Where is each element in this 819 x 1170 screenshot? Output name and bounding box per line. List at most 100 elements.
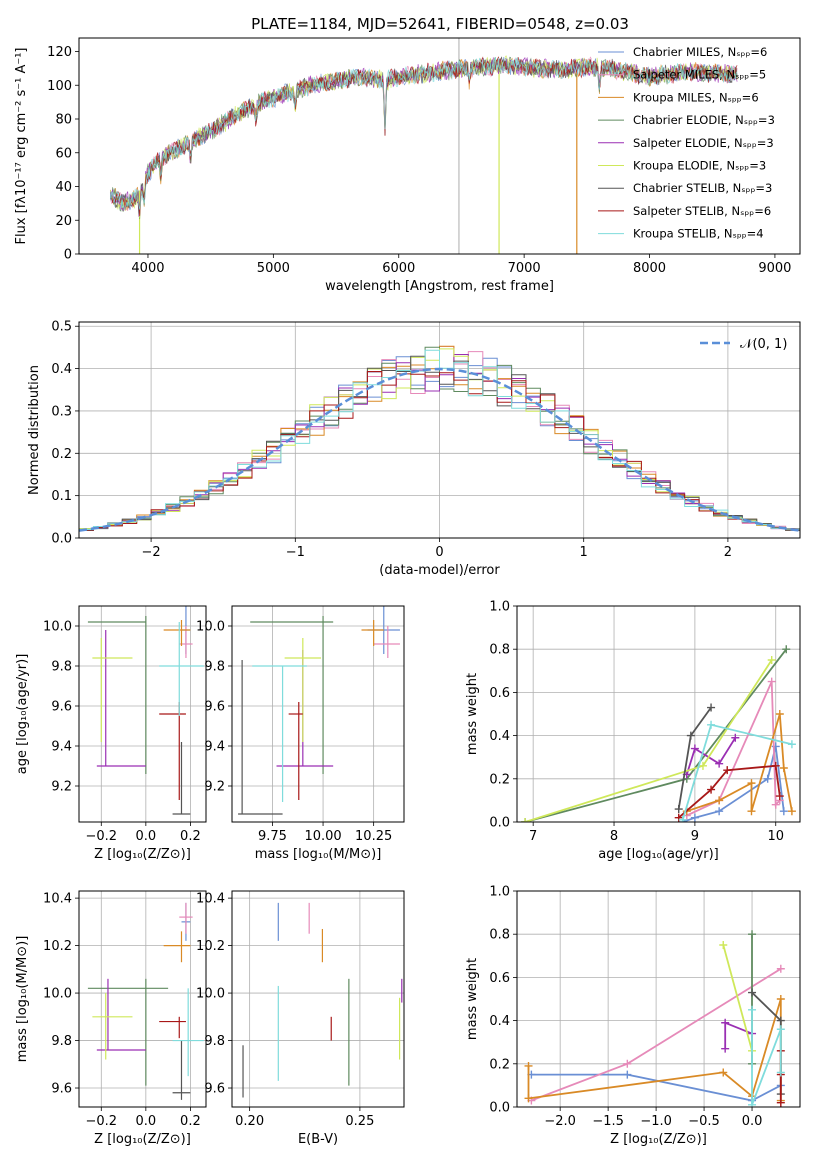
- x-tick-label: 0.2: [180, 1114, 201, 1129]
- mass-weight-marker: [776, 964, 785, 973]
- plot-area: [87, 606, 204, 815]
- legend-entry: Chabrier STELIB, Nₛₚₚ=3: [633, 181, 772, 195]
- legend-entry: Chabrier ELODIE, Nₛₚₚ=3: [633, 113, 775, 127]
- y-tick-label: 0.8: [489, 928, 510, 943]
- y-tick-label: 0.4: [489, 729, 510, 744]
- x-tick-label: 10.25: [355, 829, 392, 844]
- mass-weight-line: [682, 746, 785, 822]
- legend-entry: 𝒩(0, 1): [740, 337, 787, 352]
- plot-area: [109, 38, 738, 254]
- mass-weight-marker: [776, 1025, 785, 1034]
- x-tick-label: 10.00: [304, 829, 341, 844]
- mass-weight-marker: [719, 941, 728, 949]
- x-tick-label: −1.0: [640, 1114, 672, 1129]
- mass-weight-marker: [747, 807, 756, 816]
- y-tick-label: 0.6: [489, 971, 510, 986]
- mass-weight-marker: [623, 1070, 632, 1079]
- mass-weight-line: [722, 944, 753, 1052]
- y-tick-label: 9.4: [51, 740, 72, 755]
- x-tick-label: 5000: [257, 261, 290, 276]
- x-tick-label: −1.5: [592, 1114, 624, 1129]
- x-tick-label: 0.20: [235, 1114, 264, 1129]
- mass-weight-marker: [719, 1068, 728, 1077]
- x-tick-label: −0.2: [85, 1114, 117, 1129]
- mass-weight-marker: [779, 764, 788, 772]
- x-tick-label: −2.0: [544, 1114, 576, 1129]
- mass-weight-marker: [721, 1044, 730, 1053]
- x-axis-label: (data-model)/error: [379, 563, 500, 578]
- legend-entry: Salpeter MILES, Nₛₚₚ=5: [633, 68, 766, 82]
- age-vs-mass-plot: 9.75 10.00 10.25 9.2 9.4 9.6 9.8 10.0 mass [log₁…: [196, 605, 405, 862]
- mass-weight-marker: [767, 677, 776, 686]
- y-tick-label: 0.8: [489, 643, 510, 658]
- x-tick-label: 8: [610, 829, 618, 844]
- plot-area: [79, 345, 800, 533]
- y-tick-label: 9.2: [51, 780, 72, 795]
- mass-weight-marker: [715, 796, 724, 805]
- mass-weight-marker: [707, 703, 716, 712]
- x-tick-label: 10: [767, 829, 784, 844]
- y-tick-label: 10.0: [43, 620, 72, 635]
- axes-frame: [231, 890, 405, 1108]
- plot-area: [87, 902, 204, 1100]
- x-tick-label: 6000: [382, 261, 415, 276]
- mass-weight-marker: [787, 807, 796, 816]
- mass-vs-ebv-plot: 0.20 0.25 9.6 9.8 10.0 10.2 10.4 E(B-V): [196, 890, 405, 1147]
- residuals-plot: −2 −1 0 1 2 0.0 0.1 0.2 0.3 0.4 0.5 (data-model)/er…: [27, 320, 801, 578]
- x-axis-label: E(B-V): [298, 1132, 338, 1147]
- mass-weight-marker: [715, 759, 724, 768]
- y-tick-label: 40: [55, 180, 72, 195]
- mass-weight-vs-metallicity-plot: −2.0 −1.5 −1.0 −0.5 0.0 0.0 0.2 0.4 0.6 0.8 1.0 Z […: [465, 885, 801, 1147]
- residual-histogram: [79, 349, 800, 532]
- y-tick-label: 9.6: [204, 1082, 225, 1097]
- y-tick-label: 9.8: [51, 660, 72, 675]
- y-tick-label: 10.0: [43, 987, 72, 1002]
- axes-frame: [516, 605, 801, 823]
- x-tick-label: 0.0: [135, 1114, 156, 1129]
- mass-weight-marker: [747, 779, 756, 788]
- y-tick-label: 0.0: [489, 1101, 510, 1116]
- mass-weight-marker: [767, 656, 776, 664]
- x-tick-label: −2: [142, 545, 161, 560]
- mass-weight-marker: [623, 1059, 632, 1068]
- y-tick-label: 9.4: [204, 740, 225, 755]
- y-tick-label: 10.2: [43, 939, 72, 954]
- x-axis-label: Z [log₁₀(Z/Z⊙)]: [610, 1132, 707, 1147]
- mass-weight-marker: [771, 761, 780, 770]
- axes-frame: [231, 605, 405, 823]
- y-tick-label: 10.2: [196, 939, 225, 954]
- spectrum-series-line: [109, 56, 738, 215]
- mass-weight-marker: [776, 1098, 785, 1107]
- y-axis-label: mass weight: [465, 958, 480, 1040]
- spectrum-plot: 4000 5000 6000 7000 8000 9000 0 20 40 60 80 100 120 w…: [14, 37, 801, 294]
- mass-weight-marker: [763, 774, 772, 783]
- x-tick-label: 1: [580, 545, 588, 560]
- x-tick-label: 0: [435, 545, 443, 560]
- y-tick-label: 0.5: [51, 320, 72, 335]
- y-axis-label: mass weight: [465, 673, 480, 755]
- mass-weight-marker: [748, 930, 757, 939]
- y-tick-label: 9.8: [204, 660, 225, 675]
- axes-frame: [78, 890, 207, 1108]
- mass-weight-marker: [707, 785, 716, 794]
- mass-weight-marker: [521, 818, 530, 822]
- y-tick-label: 9.8: [51, 1034, 72, 1049]
- x-axis-label: wavelength [Angstrom, rest frame]: [325, 279, 554, 294]
- mass-weight-marker: [698, 761, 707, 770]
- x-tick-label: −0.5: [688, 1114, 720, 1129]
- x-tick-label: 4000: [131, 261, 164, 276]
- x-tick-label: −1: [286, 545, 305, 560]
- y-tick-label: 0.0: [489, 816, 510, 831]
- y-tick-label: 10.4: [196, 892, 225, 907]
- x-axis-label: age [log₁₀(age/yr)]: [598, 847, 719, 862]
- mass-weight-marker: [686, 731, 695, 740]
- y-tick-label: 60: [55, 146, 72, 161]
- axes-frame: [78, 37, 801, 255]
- y-axis-label: Normed distribution: [27, 365, 42, 495]
- gaussian-curve: [79, 367, 800, 532]
- x-tick-label: 2: [724, 545, 732, 560]
- legend-entry: Salpeter ELODIE, Nₛₚₚ=3: [633, 136, 774, 150]
- mass-weight-marker: [690, 813, 699, 822]
- mass-weight-marker: [723, 766, 732, 775]
- y-tick-label: 10.4: [43, 892, 72, 907]
